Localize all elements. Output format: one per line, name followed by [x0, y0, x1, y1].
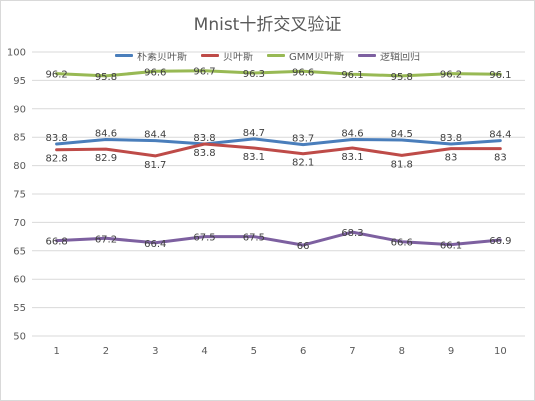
x-tick-label-9: 9: [448, 346, 454, 357]
data-label-s1-5: 82.1: [292, 158, 314, 169]
data-label-s1-4: 83.1: [243, 152, 265, 163]
y-tick-label-95: 95: [13, 76, 26, 87]
data-label-s0-2: 84.4: [144, 130, 166, 141]
series-line-2: [55, 69, 502, 78]
data-label-s2-6: 96.1: [341, 70, 363, 81]
data-label-s0-8: 83.8: [440, 133, 462, 144]
data-label-s0-6: 84.6: [341, 128, 363, 139]
data-label-s2-4: 96.3: [243, 69, 265, 80]
data-label-s2-8: 96.2: [440, 70, 462, 81]
data-label-s2-7: 95.8: [391, 72, 413, 83]
data-label-s2-9: 96.1: [489, 70, 511, 81]
x-tick-label-6: 6: [300, 346, 306, 357]
data-label-s0-5: 83.7: [292, 134, 314, 145]
data-label-s3-4: 67.5: [243, 233, 265, 244]
series-line-1: [55, 142, 502, 158]
y-tick-label-55: 55: [13, 303, 26, 314]
data-label-s1-2: 81.7: [144, 160, 166, 171]
legend-label-logistic-regression: 逻辑回归: [380, 52, 420, 63]
y-tick-label-65: 65: [13, 246, 26, 257]
legend: 朴素贝叶斯 贝叶斯 GMM贝叶斯 逻辑回归: [0, 48, 535, 63]
y-tick-label-60: 60: [13, 275, 26, 286]
data-label-s0-0: 83.8: [46, 133, 68, 144]
x-tick-label-8: 8: [399, 346, 405, 357]
y-tick-label-85: 85: [13, 133, 26, 144]
data-label-s3-1: 67.2: [95, 234, 117, 245]
x-tick-label-1: 1: [53, 346, 59, 357]
x-tick-label-4: 4: [201, 346, 207, 357]
data-label-s0-3: 83.8: [193, 133, 215, 144]
data-label-s2-2: 96.6: [144, 67, 166, 78]
data-label-s3-3: 67.5: [193, 233, 215, 244]
x-tick-label-3: 3: [152, 346, 158, 357]
data-label-s1-8: 83: [445, 153, 458, 164]
data-label-s3-8: 66.1: [440, 241, 462, 252]
legend-swatch-bayes: [200, 54, 219, 57]
data-label-s1-0: 82.8: [46, 154, 68, 165]
data-label-s3-7: 66.6: [391, 238, 413, 249]
data-label-s2-1: 95.8: [95, 72, 117, 83]
data-label-s1-1: 82.9: [95, 153, 117, 164]
x-tick-label-5: 5: [251, 346, 257, 357]
data-label-s3-5: 66: [297, 241, 310, 252]
data-label-s1-6: 83.1: [341, 152, 363, 163]
x-tick-label-7: 7: [349, 346, 355, 357]
data-label-s3-2: 66.4: [144, 239, 166, 250]
data-label-s0-1: 84.6: [95, 128, 117, 139]
legend-label-naive-bayes: 朴素贝叶斯: [136, 52, 187, 63]
data-label-s2-5: 96.6: [292, 67, 314, 78]
legend-swatch-gmm-bayes: [266, 54, 285, 57]
legend-swatch-logistic-regression: [358, 54, 376, 57]
legend-label-gmm-bayes: GMM贝叶斯: [288, 52, 344, 63]
legend-entry-gmm-bayes[interactable]: GMM贝叶斯: [266, 48, 344, 63]
data-label-s0-9: 84.4: [489, 130, 511, 141]
data-label-s2-0: 96.2: [46, 70, 68, 81]
legend-label-bayes: 贝叶斯: [222, 52, 253, 63]
y-tick-label-50: 50: [13, 332, 26, 343]
y-tick-label-100: 100: [7, 48, 26, 59]
legend-entry-bayes[interactable]: 贝叶斯: [200, 48, 253, 63]
y-tick-label-80: 80: [13, 161, 26, 172]
data-label-s1-3: 83.8: [193, 148, 215, 159]
data-label-s1-7: 81.8: [391, 159, 413, 170]
series-line-0: [55, 137, 502, 147]
data-label-s3-0: 66.8: [46, 237, 68, 248]
y-tick-label-70: 70: [13, 218, 26, 229]
x-tick-label-10: 10: [494, 346, 507, 357]
data-label-s3-9: 66.9: [489, 236, 511, 247]
x-tick-label-2: 2: [103, 346, 109, 357]
y-tick-label-90: 90: [13, 104, 26, 115]
chart-title: Mnist十折交叉验证: [193, 15, 342, 35]
legend-entry-logistic-regression[interactable]: 逻辑回归: [358, 48, 420, 63]
data-label-s2-3: 96.7: [193, 67, 215, 78]
data-label-s0-4: 84.7: [243, 128, 265, 139]
data-label-s0-7: 84.5: [391, 129, 413, 140]
data-label-s3-6: 68.3: [341, 228, 363, 239]
data-label-s1-9: 83: [494, 153, 507, 164]
y-tick-label-75: 75: [13, 190, 26, 201]
series-line-3: [55, 230, 502, 247]
legend-swatch-naive-bayes: [114, 54, 133, 57]
legend-entry-naive-bayes[interactable]: 朴素贝叶斯: [114, 48, 187, 63]
